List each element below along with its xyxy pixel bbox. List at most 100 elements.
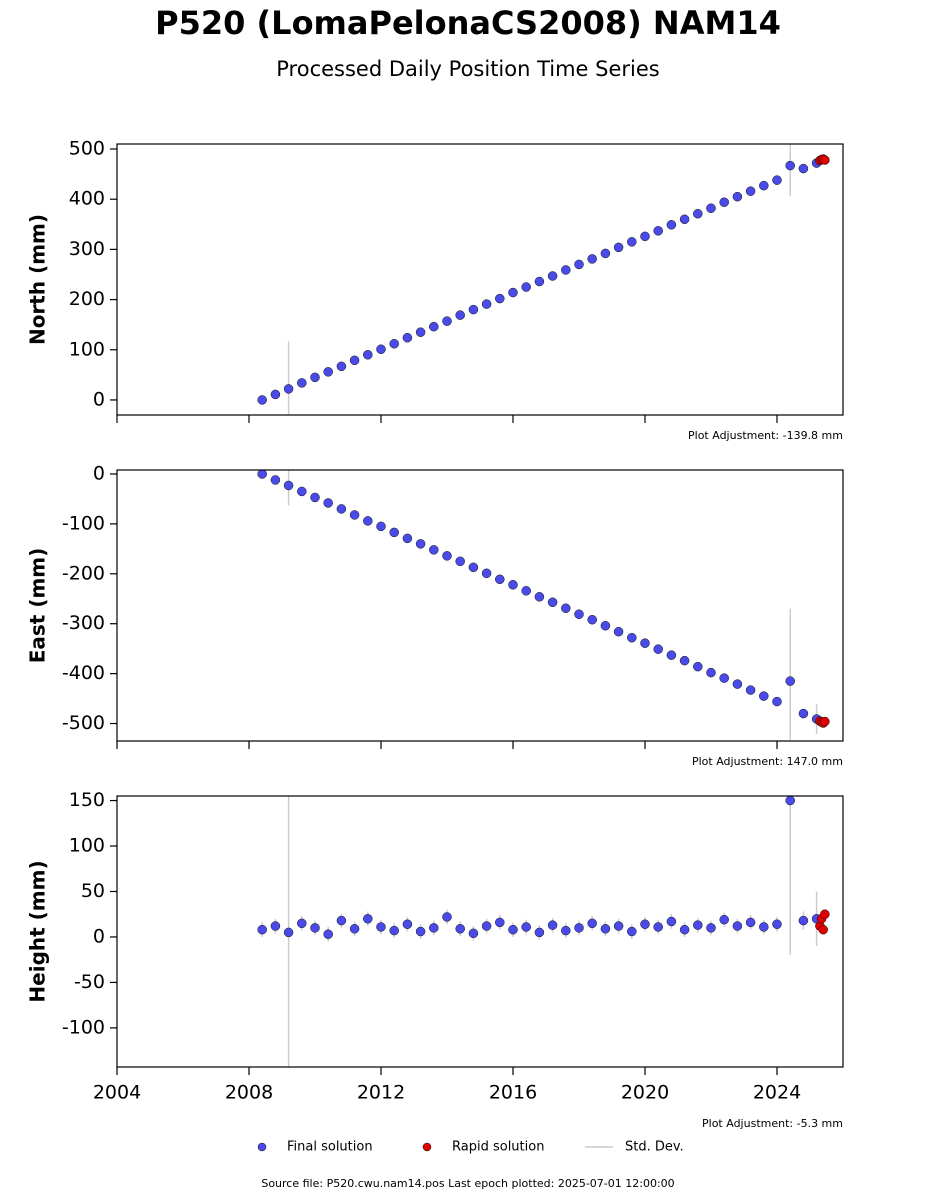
point [481, 568, 492, 579]
point [587, 254, 597, 264]
point [521, 586, 531, 596]
point [561, 925, 571, 936]
point [772, 175, 782, 185]
point [820, 155, 830, 165]
point [442, 551, 452, 561]
y-tick-label: 0 [93, 925, 105, 947]
point [706, 667, 716, 678]
point [402, 533, 413, 544]
point [547, 597, 558, 608]
x-tick-label: 2008 [225, 1082, 273, 1104]
point [820, 909, 830, 919]
point [468, 304, 479, 315]
point [468, 562, 479, 573]
y-axis-label: Height (mm) [26, 860, 50, 1002]
legend-label: Final solution [287, 1140, 373, 1155]
point [627, 926, 637, 937]
x-tick-label: 2004 [93, 1082, 141, 1104]
point [455, 556, 465, 567]
point [415, 327, 426, 337]
point [495, 917, 505, 928]
point [481, 921, 492, 931]
y-tick-label: 100 [69, 835, 105, 857]
point [745, 917, 756, 928]
point [679, 214, 690, 225]
y-tick-label: -200 [62, 562, 105, 584]
point [270, 475, 281, 485]
y-axis-label: North (mm) [26, 214, 50, 345]
y-tick-label: -50 [74, 971, 105, 993]
point [653, 226, 663, 236]
point [323, 498, 333, 508]
point [693, 920, 703, 930]
point [336, 361, 347, 372]
point [627, 237, 637, 247]
point [442, 912, 452, 922]
point [508, 924, 518, 935]
point [310, 372, 320, 383]
point [693, 209, 703, 219]
y-tick-label: -100 [62, 1016, 105, 1038]
point [719, 197, 729, 207]
point [389, 925, 399, 936]
point [732, 921, 743, 931]
point [785, 676, 795, 686]
point [376, 344, 386, 355]
point [323, 367, 333, 377]
point [481, 299, 492, 309]
point [283, 480, 294, 491]
point [402, 919, 413, 929]
point [666, 650, 677, 660]
point [574, 259, 584, 270]
legend-label: Rapid solution [452, 1140, 544, 1155]
point [640, 231, 650, 242]
point [376, 521, 386, 532]
point [772, 696, 782, 707]
point [600, 620, 611, 631]
y-tick-label: 0 [93, 388, 105, 410]
point [310, 923, 320, 933]
plot-area [257, 796, 830, 1067]
y-tick-label: 200 [69, 288, 105, 310]
point [336, 504, 347, 514]
point [798, 163, 809, 174]
point [600, 924, 611, 934]
x-tick-label: 2024 [753, 1082, 801, 1104]
point [257, 470, 267, 479]
point [257, 395, 267, 405]
point [257, 924, 267, 935]
x-tick-label: 2016 [489, 1082, 537, 1104]
point [679, 655, 690, 666]
point [706, 203, 716, 213]
point [310, 492, 320, 503]
point [547, 920, 558, 930]
point [468, 928, 479, 939]
point [495, 574, 505, 585]
point [772, 919, 782, 929]
source-note: Source file: P520.cwu.nam14.pos Last epo… [261, 1177, 674, 1190]
point [429, 545, 439, 555]
point [389, 527, 399, 538]
point [719, 914, 729, 925]
point [785, 796, 795, 806]
point [745, 186, 756, 196]
title: P520 (LomaPelonaCS2008) NAM14 [155, 4, 781, 42]
point [613, 626, 624, 637]
point [640, 638, 650, 648]
point [693, 661, 703, 672]
point [798, 915, 809, 926]
point [653, 922, 663, 932]
point [349, 924, 360, 934]
plot-frame [116, 143, 844, 416]
y-tick-label: 0 [93, 462, 105, 484]
y-tick-label: -400 [62, 662, 105, 684]
plot-frame [116, 795, 844, 1068]
x-tick-label: 2012 [357, 1082, 405, 1104]
point [270, 389, 281, 400]
y-tick-label: 300 [69, 238, 105, 260]
plot-area [257, 144, 830, 415]
point [561, 603, 571, 613]
legend-marker [422, 1142, 432, 1152]
point [415, 926, 426, 937]
